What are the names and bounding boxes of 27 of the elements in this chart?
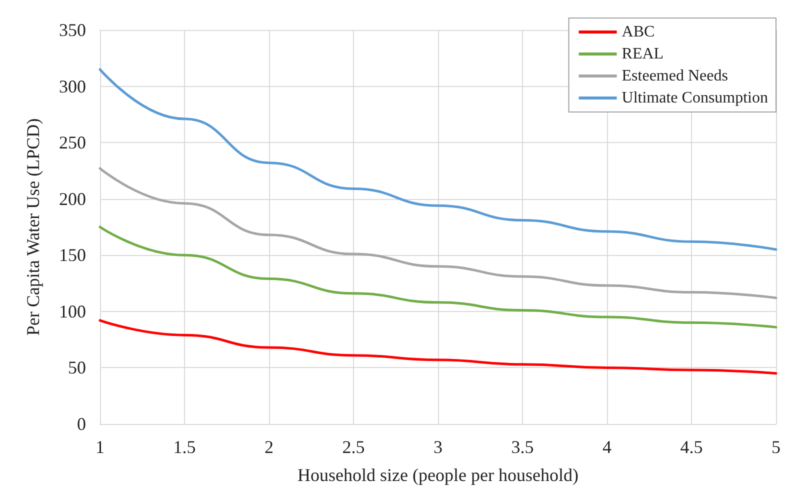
line-series: [98, 226, 778, 328]
y-tick-label: 200: [59, 188, 86, 209]
x-tick-label: 2: [264, 437, 274, 457]
y-tick-label: 0: [77, 414, 86, 434]
x-tick-label: 5: [772, 437, 780, 457]
y-tick-label: 150: [59, 245, 86, 266]
line-series: [98, 319, 778, 375]
y-tick-label: 50: [68, 358, 86, 378]
y-tick-label: 350: [59, 20, 86, 40]
x-tick-label: 2.5: [342, 437, 365, 457]
x-tick-label: 4.5: [680, 437, 703, 457]
line-series: [98, 167, 778, 300]
x-tick-label: 1.5: [173, 437, 196, 457]
legend-label: Ultimate Consumption: [622, 90, 768, 106]
legend-label: REAL: [622, 46, 664, 62]
line-series: [98, 68, 778, 251]
y-tick-label: 100: [59, 301, 86, 322]
x-axis-title: Household size (people per household): [298, 465, 578, 485]
x-tick-label: 1: [96, 437, 104, 457]
legend-label: Esteemed Needs: [622, 68, 728, 84]
x-tick-label: 3: [434, 437, 442, 457]
x-tick-label: 3.5: [511, 437, 534, 457]
legend-label: ABC: [622, 24, 655, 40]
y-tick-label: 250: [59, 132, 86, 153]
y-tick-label: 300: [59, 76, 86, 96]
y-axis-title: Per Capita Water Use (LPCD): [23, 118, 43, 336]
x-tick-label: 4: [602, 437, 612, 457]
